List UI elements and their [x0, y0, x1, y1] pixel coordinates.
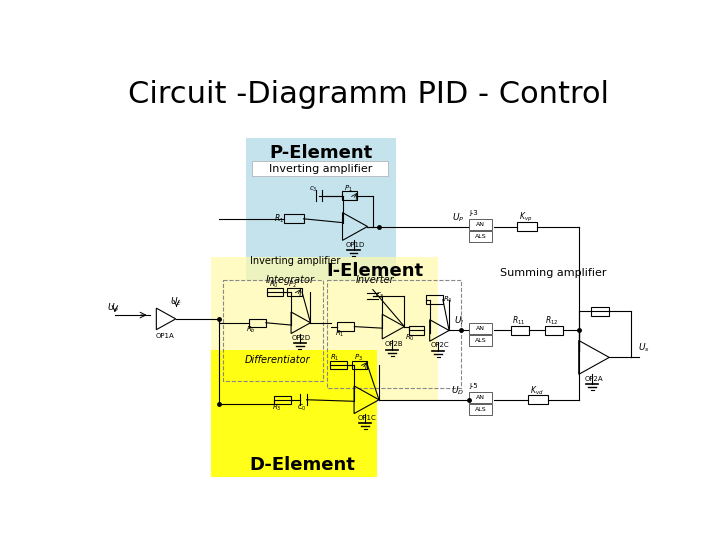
Text: P-Element: P-Element	[269, 144, 372, 163]
Bar	[409, 326, 425, 335]
Text: J-5: J-5	[469, 383, 478, 389]
Bar	[252, 161, 388, 177]
Text: $P_3$: $P_3$	[354, 352, 363, 362]
Bar	[544, 326, 563, 335]
Bar	[426, 295, 443, 304]
Bar	[469, 323, 492, 334]
Text: OP1C: OP1C	[357, 415, 376, 421]
Bar	[510, 326, 529, 335]
Bar	[330, 361, 346, 369]
Bar	[469, 335, 492, 346]
Text: Integrator: Integrator	[266, 275, 315, 286]
Text: ALS: ALS	[474, 338, 487, 343]
Text: ALS: ALS	[474, 234, 487, 239]
Bar	[274, 395, 291, 404]
Text: $U_I$: $U_I$	[454, 315, 464, 327]
Text: $R_4$: $R_4$	[443, 294, 453, 305]
Bar	[517, 222, 537, 231]
Bar	[338, 322, 354, 331]
Text: $C_0$: $C_0$	[297, 402, 307, 413]
Bar	[469, 231, 492, 242]
Bar	[469, 404, 492, 415]
Text: $U_D$: $U_D$	[451, 384, 464, 397]
Text: $c_3$: $c_3$	[310, 185, 318, 194]
Text: $R_b$: $R_b$	[246, 325, 256, 335]
Text: $U_e$: $U_e$	[107, 302, 120, 314]
Bar	[267, 288, 283, 296]
Text: Circuit -Diagramm PID - Control: Circuit -Diagramm PID - Control	[128, 79, 610, 109]
Text: Inverting amplifier: Inverting amplifier	[269, 164, 372, 174]
Text: Inverting amplifier: Inverting amplifier	[250, 256, 340, 266]
Text: $C_3$: $C_3$	[375, 291, 384, 301]
Text: AN: AN	[476, 395, 485, 400]
Text: OP1D: OP1D	[346, 242, 365, 248]
Text: OP2B: OP2B	[384, 341, 403, 347]
Text: $K_{vp}$: $K_{vp}$	[518, 211, 532, 224]
Text: Summing amplifier: Summing amplifier	[500, 268, 606, 278]
Text: OP1A: OP1A	[156, 333, 174, 339]
Text: I-Element: I-Element	[326, 262, 423, 280]
Bar	[211, 350, 377, 477]
Text: AN: AN	[476, 222, 485, 227]
Text: $R_3$: $R_3$	[271, 402, 282, 413]
Bar	[469, 392, 492, 403]
Text: OP2A: OP2A	[585, 376, 603, 382]
Text: $R_1$: $R_1$	[274, 213, 284, 225]
Text: $U_P$: $U_P$	[452, 211, 464, 224]
Bar	[528, 395, 549, 404]
Bar	[211, 257, 438, 400]
Text: Inverter: Inverter	[356, 275, 394, 286]
Text: J-3: J-3	[469, 210, 478, 215]
Text: OP2D: OP2D	[292, 335, 311, 341]
Text: OP2C: OP2C	[431, 342, 449, 348]
Text: $P_1$: $P_1$	[343, 184, 353, 194]
Text: $R_{11}$: $R_{11}$	[512, 315, 525, 327]
Bar	[342, 191, 357, 200]
Text: ALS: ALS	[474, 407, 487, 412]
Bar	[249, 319, 266, 327]
Text: $U_s$: $U_s$	[639, 342, 650, 354]
Text: Differentiator: Differentiator	[245, 355, 310, 366]
Text: AN: AN	[476, 326, 485, 330]
Text: $U_c$: $U_c$	[171, 296, 182, 308]
Text: $R_{12}$: $R_{12}$	[546, 315, 559, 327]
Text: $R_0$: $R_0$	[405, 333, 415, 343]
Bar	[469, 219, 492, 230]
Bar	[284, 214, 304, 224]
Bar	[287, 288, 302, 296]
Text: $R_1$: $R_1$	[330, 352, 339, 362]
Bar	[246, 138, 396, 280]
Text: $P_2$: $P_2$	[288, 280, 297, 290]
Text: $K_{vd}$: $K_{vd}$	[530, 384, 544, 397]
Text: D-Element: D-Element	[250, 456, 356, 474]
Bar	[590, 307, 609, 316]
Text: $R_1$: $R_1$	[335, 329, 344, 340]
Text: $R_0$: $R_0$	[269, 280, 279, 290]
Bar	[352, 361, 367, 369]
